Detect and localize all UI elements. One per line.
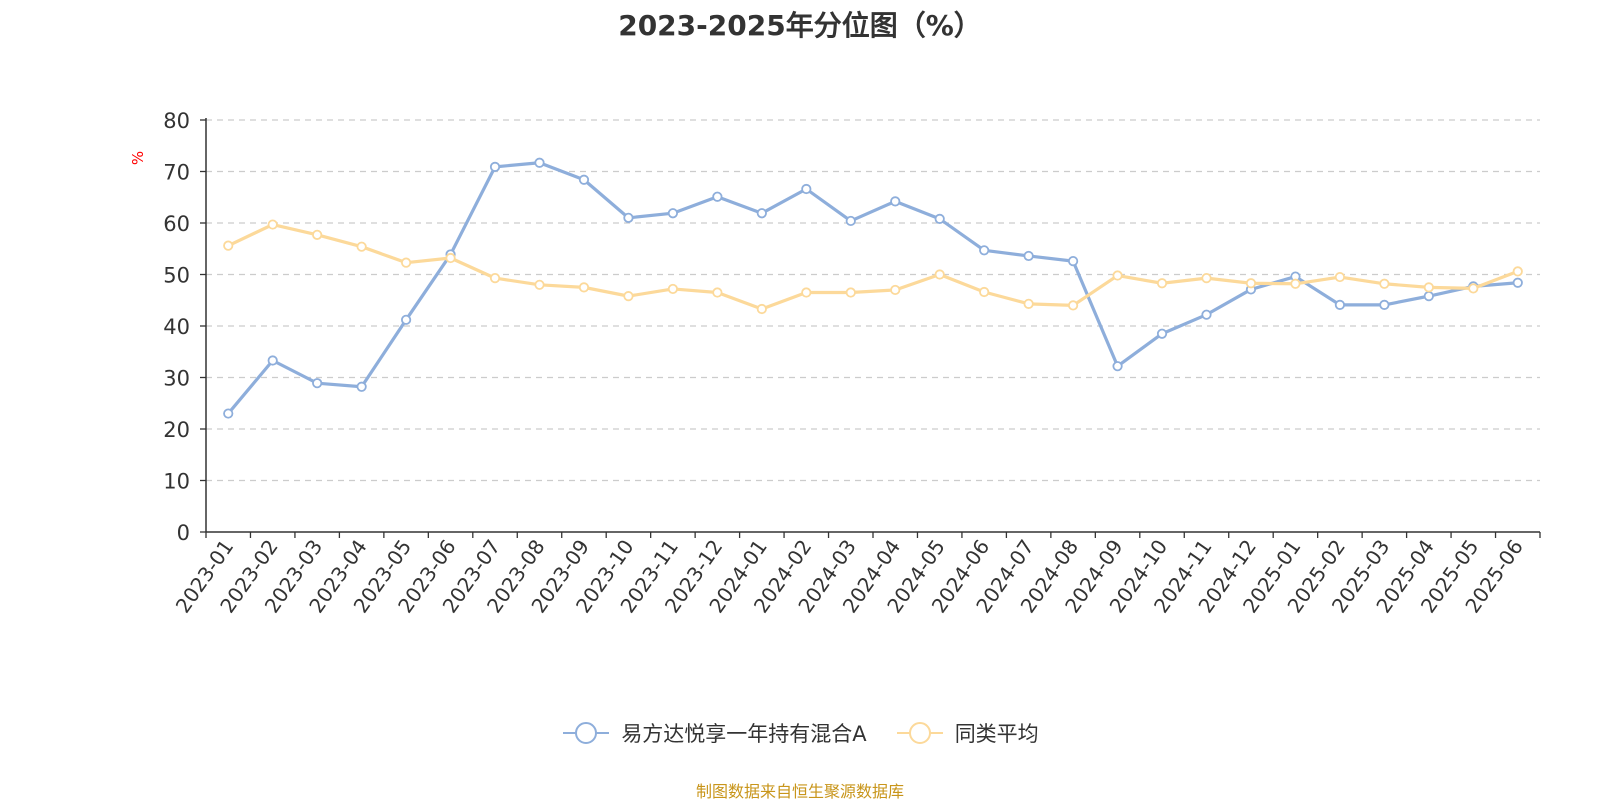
- y-tick-label: 50: [163, 264, 190, 288]
- data-point: [1156, 328, 1168, 339]
- y-tick-label: 70: [163, 161, 190, 185]
- y-tick-label: 40: [163, 315, 190, 339]
- data-point: [890, 284, 901, 296]
- series: [223, 157, 1523, 419]
- data-point: [934, 269, 945, 280]
- y-tick-label: 30: [163, 367, 190, 391]
- source-note: 制图数据来自恒生聚源数据库: [695, 782, 904, 801]
- data-point: [1112, 270, 1123, 281]
- data-point: [578, 174, 590, 185]
- data-point: [979, 286, 990, 298]
- data-point: [623, 212, 634, 223]
- legend-line-circle-icon: [896, 722, 943, 744]
- x-tick-labels: 2023-012023-022023-032023-042023-052023-…: [171, 535, 1528, 617]
- data-point: [223, 240, 234, 251]
- data-point: [534, 279, 545, 290]
- data-point: [1334, 299, 1346, 310]
- data-point: [267, 219, 278, 230]
- data-point: [312, 378, 323, 389]
- data-point: [1245, 278, 1257, 289]
- data-point: [400, 314, 412, 325]
- data-point: [712, 287, 723, 298]
- y-tick-label: 80: [163, 109, 190, 133]
- data-point: [667, 208, 679, 219]
- legend-item[interactable]: 易方达悦享一年持有混合A: [561, 718, 867, 748]
- data-point: [1512, 277, 1523, 288]
- y-tick-label: 10: [163, 470, 190, 494]
- data-point: [1379, 278, 1390, 289]
- data-point: [934, 213, 945, 224]
- y-tick-labels: 0 10 20 30 40 50 60 70 80: [163, 109, 190, 545]
- data-point: [1201, 309, 1212, 320]
- y-tick-label: 60: [163, 212, 190, 236]
- axes: [200, 118, 1541, 538]
- data-point: [1334, 271, 1346, 283]
- series-line: [227, 222, 1519, 311]
- data-point: [1068, 300, 1079, 311]
- data-point: [356, 241, 367, 252]
- series-1: [223, 219, 1523, 315]
- data-point: [1156, 278, 1168, 289]
- series-line: [227, 161, 1518, 415]
- legend: 易方达悦享一年持有混合A 同类平均: [0, 718, 1600, 748]
- data-point: [312, 229, 323, 240]
- data-point: [1468, 283, 1479, 294]
- data-point: [578, 282, 590, 293]
- data-point: [890, 196, 901, 207]
- y-tick-label: 0: [177, 521, 190, 545]
- data-point: [267, 355, 278, 366]
- data-point: [1423, 282, 1434, 293]
- data-point: [223, 408, 234, 419]
- data-point: [1112, 361, 1123, 372]
- legend-label: 易方达悦享一年持有混合A: [621, 722, 867, 746]
- data-point: [667, 283, 679, 295]
- data-point: [845, 287, 856, 298]
- data-point: [489, 161, 501, 172]
- data-point: [1290, 278, 1301, 289]
- data-point: [1379, 299, 1390, 310]
- data-point: [445, 252, 456, 264]
- data-point: [623, 291, 634, 302]
- legend-line-circle-icon: [563, 722, 610, 744]
- data-point: [1068, 256, 1079, 267]
- data-point: [712, 191, 723, 202]
- data-point: [756, 208, 767, 219]
- data-point: [400, 257, 412, 268]
- y-tick-label: 20: [163, 418, 190, 442]
- data-point: [1023, 298, 1034, 309]
- data-point: [756, 303, 767, 315]
- data-point: [1512, 266, 1523, 277]
- series-0: [223, 157, 1523, 419]
- data-point: [1023, 250, 1034, 262]
- data-point: [1201, 273, 1212, 284]
- data-point: [979, 245, 990, 256]
- legend-item[interactable]: 同类平均: [895, 718, 1039, 748]
- data-point: [845, 215, 856, 227]
- legend-label: 同类平均: [954, 722, 1039, 746]
- chart-title: 2023-2025年分位图（%）: [618, 9, 982, 42]
- data-point: [801, 183, 812, 195]
- data-point: [1423, 291, 1434, 302]
- data-point: [534, 157, 545, 168]
- gridlines: [206, 119, 1540, 482]
- data-point: [801, 287, 812, 298]
- data-point: [489, 273, 501, 284]
- data-point: [356, 381, 367, 392]
- y-axis-unit-label: %: [129, 151, 147, 165]
